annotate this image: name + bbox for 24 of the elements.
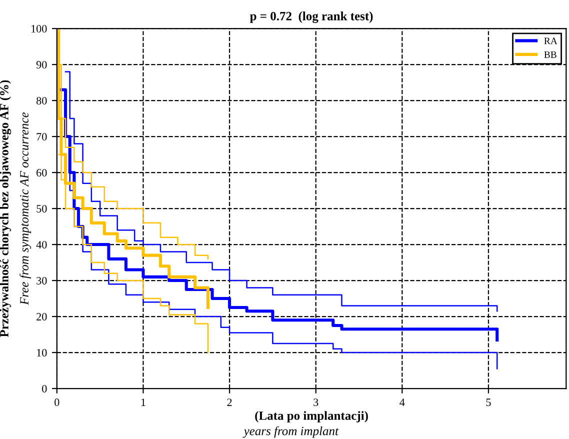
x-tick-label: 4: [400, 398, 405, 406]
legend-label: RA: [544, 38, 558, 44]
x-tick-label: 2: [227, 398, 232, 406]
y-tick-label: 30: [36, 276, 47, 284]
text: years from implant: [242, 426, 339, 438]
y-tick-label: 20: [36, 312, 47, 320]
legend-label: BB: [544, 51, 556, 58]
x-tick-label: 5: [486, 398, 491, 406]
y-tick-label: 0: [42, 384, 47, 392]
y-tick-label: 70: [36, 132, 47, 140]
y-axis-title: Przeżywalność chorych bez objawowego AF (%): [0, 80, 12, 338]
y-tick-label: 90: [36, 61, 47, 68]
y-tick-label: 50: [36, 204, 47, 212]
x-axis-title: (Lata po implantacji): [255, 411, 368, 422]
y-tick-label: 10: [37, 348, 47, 356]
x-tick-label: 1: [141, 398, 146, 406]
text: Free from symptomatic AF occurrence: [20, 112, 32, 305]
y-tick-label: 60: [36, 168, 47, 176]
y-tick-label: 40: [36, 240, 47, 248]
y-tick-label: 80: [36, 96, 47, 104]
y-tick-label: 100: [31, 25, 47, 32]
x-tick-label: 0: [54, 398, 60, 406]
x-tick-label: 3: [314, 398, 318, 406]
chart-title: p = 0.72 (log rank test): [250, 12, 373, 23]
